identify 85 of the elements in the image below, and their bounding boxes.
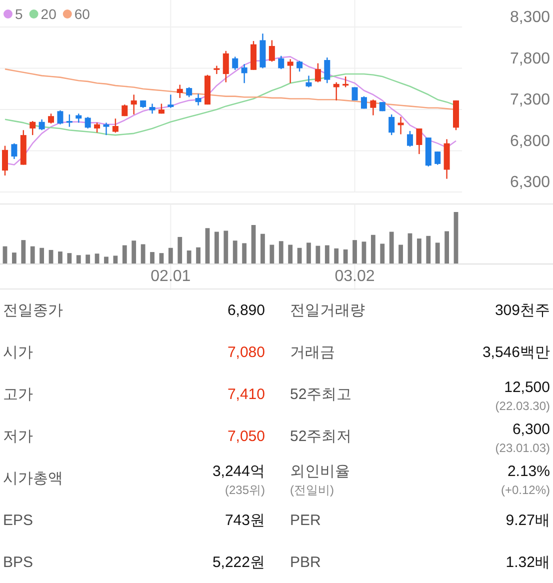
y-tick-label: 6,300 [510, 174, 550, 191]
text: 5,222원 [212, 554, 265, 571]
text: (23.01.03) [495, 441, 550, 455]
bar [343, 249, 348, 264]
bar [178, 236, 182, 264]
bar [444, 231, 449, 264]
bar [435, 242, 440, 264]
bar [380, 244, 385, 264]
x-tick-label: 03.02 [334, 268, 375, 285]
text: 9.27배 [506, 512, 550, 529]
bar [186, 250, 192, 264]
text: 거래금 [290, 344, 335, 361]
bar [86, 254, 90, 264]
bar [316, 246, 320, 264]
text: (+0.12%) [500, 483, 550, 497]
bar [58, 252, 62, 264]
bar [168, 248, 173, 264]
bar [324, 245, 330, 264]
bar [104, 256, 108, 264]
y-tick-label: 6,800 [510, 132, 550, 150]
bar [416, 238, 422, 264]
text: 2.13% [507, 463, 550, 480]
y-tick-label: 8,300 [510, 9, 550, 26]
bar [21, 240, 26, 264]
bar [278, 241, 284, 264]
text: 전일종가 [3, 302, 63, 319]
bar [398, 244, 403, 264]
bar [389, 232, 394, 264]
text: 6,890 [227, 302, 265, 319]
text: 3,244억 [212, 463, 265, 480]
bar [454, 212, 458, 264]
bar [205, 228, 210, 264]
text: PER [290, 512, 322, 529]
legend-label: 5 [15, 6, 23, 22]
text: EPS [3, 512, 34, 529]
text: 전일거래량 [290, 302, 365, 319]
text: 7,410 [227, 386, 265, 403]
text: 시가 [3, 344, 33, 361]
text: 7,050 [227, 428, 265, 445]
text: (22.03.30) [495, 399, 550, 413]
text: BPS [3, 554, 34, 571]
y-tick-label: 7,800 [510, 50, 550, 68]
bar [426, 236, 431, 264]
bar [67, 253, 72, 264]
bar [251, 225, 256, 264]
text: (235위) [224, 483, 265, 497]
bar [30, 246, 35, 264]
y-tick-label: 7,300 [510, 92, 550, 108]
bar [214, 232, 219, 264]
bar [370, 234, 376, 264]
bar [140, 244, 146, 264]
text: 1.32배 [506, 554, 550, 571]
legend-label: 20 [40, 6, 57, 22]
bar [232, 240, 238, 264]
bar [132, 240, 136, 264]
text: PBR [290, 554, 322, 571]
legend-label: 60 [74, 6, 90, 22]
bar [260, 234, 265, 264]
text: 저가 [3, 428, 33, 445]
text: 52주최고 [290, 386, 352, 403]
bar [288, 244, 293, 264]
text: 7,080 [227, 344, 265, 361]
bar [12, 252, 16, 264]
bar [352, 240, 357, 264]
text: 3,546백만 [482, 344, 550, 361]
bar [242, 243, 247, 264]
bar [150, 252, 154, 264]
bar [306, 242, 311, 264]
text: 52주최저 [290, 428, 352, 445]
text: 외인비율 [290, 463, 350, 480]
text: 12,500 [504, 379, 550, 396]
bar [113, 256, 118, 264]
bar [224, 230, 228, 264]
text: 시가총액 [3, 470, 63, 487]
bar [196, 247, 200, 264]
text: 고가 [3, 386, 33, 403]
text: 743원 [224, 512, 265, 529]
bar [270, 244, 274, 264]
x-tick-label: 02.01 [150, 268, 191, 285]
bar [76, 255, 81, 264]
text: (전일비) [290, 483, 334, 497]
bar [40, 248, 44, 264]
bar [122, 245, 127, 264]
bar [334, 248, 339, 264]
text: 309천주 [494, 302, 550, 319]
